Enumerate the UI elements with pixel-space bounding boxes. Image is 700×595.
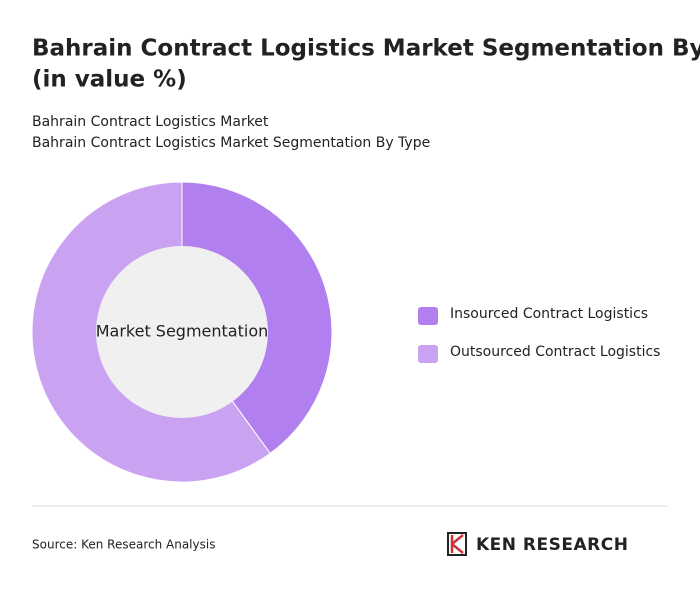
legend-swatch	[418, 307, 438, 325]
subtitle: Bahrain Contract Logistics Market Segmen…	[32, 135, 430, 151]
brand-logo: KEN RESEARCH	[447, 532, 628, 556]
center-label: Market Segmentation	[96, 322, 269, 341]
legend-label: Outsourced Contract Logistics	[450, 344, 660, 360]
legend-swatch	[418, 345, 438, 363]
subtitle: Bahrain Contract Logistics Market	[32, 114, 269, 130]
logo-icon	[447, 532, 467, 556]
logo-icon	[450, 534, 464, 554]
legend-label: Insourced Contract Logistics	[450, 306, 648, 322]
donut-hole	[96, 246, 268, 418]
source: Source: Ken Research Analysis	[32, 538, 215, 552]
brand: KEN RESEARCH	[476, 535, 628, 555]
chart-title-line: (in value %)	[32, 67, 187, 93]
chart-title-line: Bahrain Contract Logistics Market Segmen…	[32, 36, 700, 62]
